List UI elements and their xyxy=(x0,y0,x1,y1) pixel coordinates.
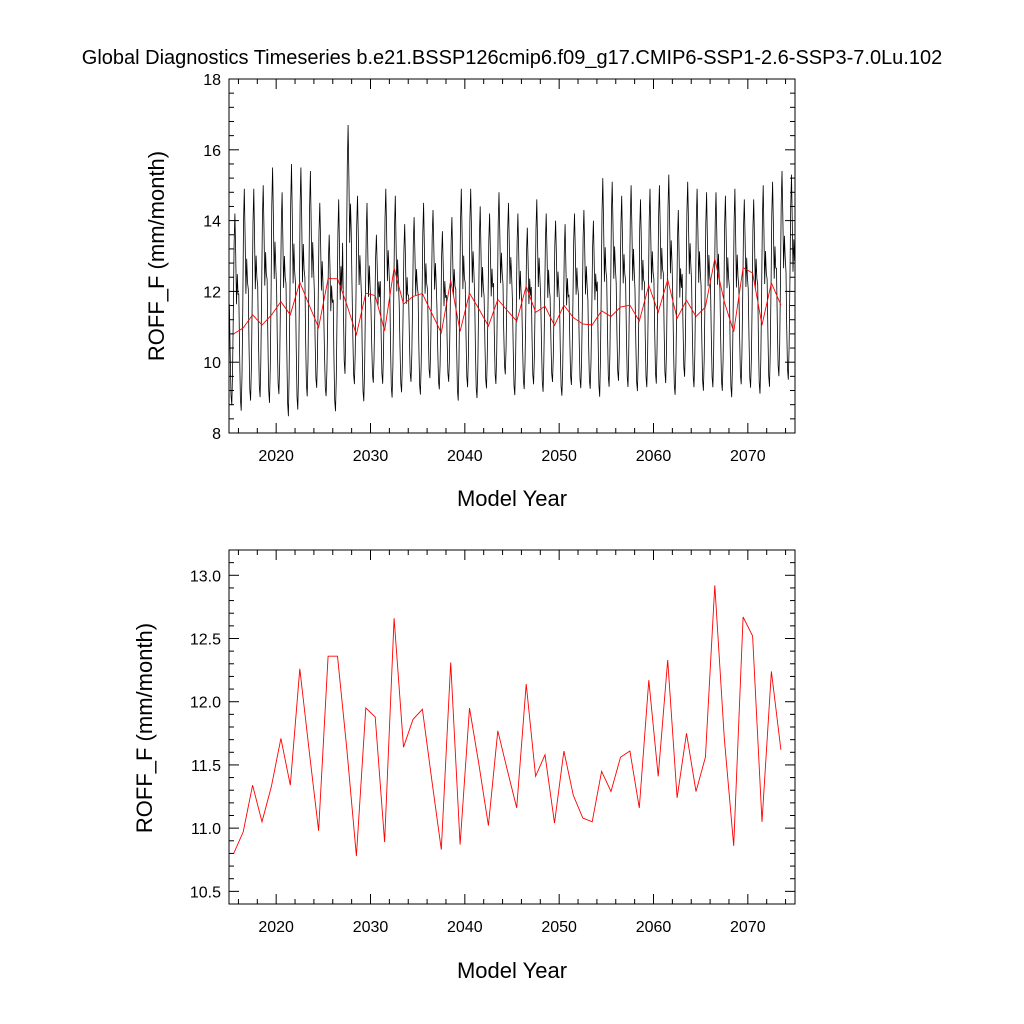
x-tick-label-top-5: 2070 xyxy=(730,448,766,465)
annual-mean-panel: 2020 2030 2040 2050 2060 2070 10.5 11.0 11.5 12.0… xyxy=(132,549,796,983)
x-tick-label-bottom-2: 2040 xyxy=(447,919,483,936)
y-tick-label-top-2: 12 xyxy=(203,284,221,301)
chart-title: Global Diagnostics Timeseries b.e21.BSSP… xyxy=(82,47,942,69)
y-tick-label-bottom-1: 11.0 xyxy=(191,821,221,838)
y-tick-label-top-1: 10 xyxy=(203,355,221,372)
y-tick-label-bottom-2: 11.5 xyxy=(191,758,221,775)
plot-frame-top xyxy=(228,78,796,434)
axis-ticks-top xyxy=(229,78,795,434)
y-axis-label-top: ROFF_F (mm/month) xyxy=(144,151,169,361)
annual-mean-series-line-bottom xyxy=(233,585,782,857)
y-tick-label-bottom-4: 12.5 xyxy=(190,632,221,649)
y-tick-label-top-5: 18 xyxy=(203,72,221,89)
axis-ticks-bottom xyxy=(229,549,795,905)
y-tick-label-top-4: 16 xyxy=(203,143,221,160)
x-axis-label-bottom: Model Year xyxy=(457,958,567,983)
monthly-series-line xyxy=(229,124,795,417)
tick-labels-bottom: 2020 2030 2040 2050 2060 2070 10.5 11.0 11.5 12.0… xyxy=(190,568,766,936)
y-tick-label-top-0: 8 xyxy=(212,426,221,443)
y-tick-label-bottom-0: 10.5 xyxy=(190,884,221,901)
x-tick-label-bottom-3: 2050 xyxy=(541,919,577,936)
x-tick-label-bottom-1: 2030 xyxy=(353,919,389,936)
tick-labels-top: 2020 2030 2040 2050 2060 2070 8 10 12 14 16 18 xyxy=(203,72,766,465)
y-tick-label-top-3: 14 xyxy=(203,214,221,231)
x-tick-label-top-4: 2060 xyxy=(636,448,672,465)
x-tick-label-bottom-4: 2060 xyxy=(636,919,672,936)
x-tick-label-top-0: 2020 xyxy=(258,448,294,465)
x-tick-label-top-1: 2030 xyxy=(353,448,389,465)
y-axis-label-bottom: ROFF_F (mm/month) xyxy=(132,623,157,833)
x-tick-label-bottom-5: 2070 xyxy=(730,919,766,936)
x-tick-label-top-3: 2050 xyxy=(541,448,577,465)
annual-mean-series-line xyxy=(233,258,782,337)
x-tick-label-top-2: 2040 xyxy=(447,448,483,465)
y-tick-label-bottom-5: 13.0 xyxy=(190,568,221,585)
monthly-timeseries-panel: 2020 2030 2040 2050 2060 2070 8 10 12 14 16 18 Mode… xyxy=(144,72,796,511)
y-tick-label-bottom-3: 12.0 xyxy=(190,695,221,712)
plot-frame-bottom xyxy=(228,549,796,905)
x-tick-label-bottom-0: 2020 xyxy=(258,919,294,936)
x-axis-label-top: Model Year xyxy=(457,486,567,511)
